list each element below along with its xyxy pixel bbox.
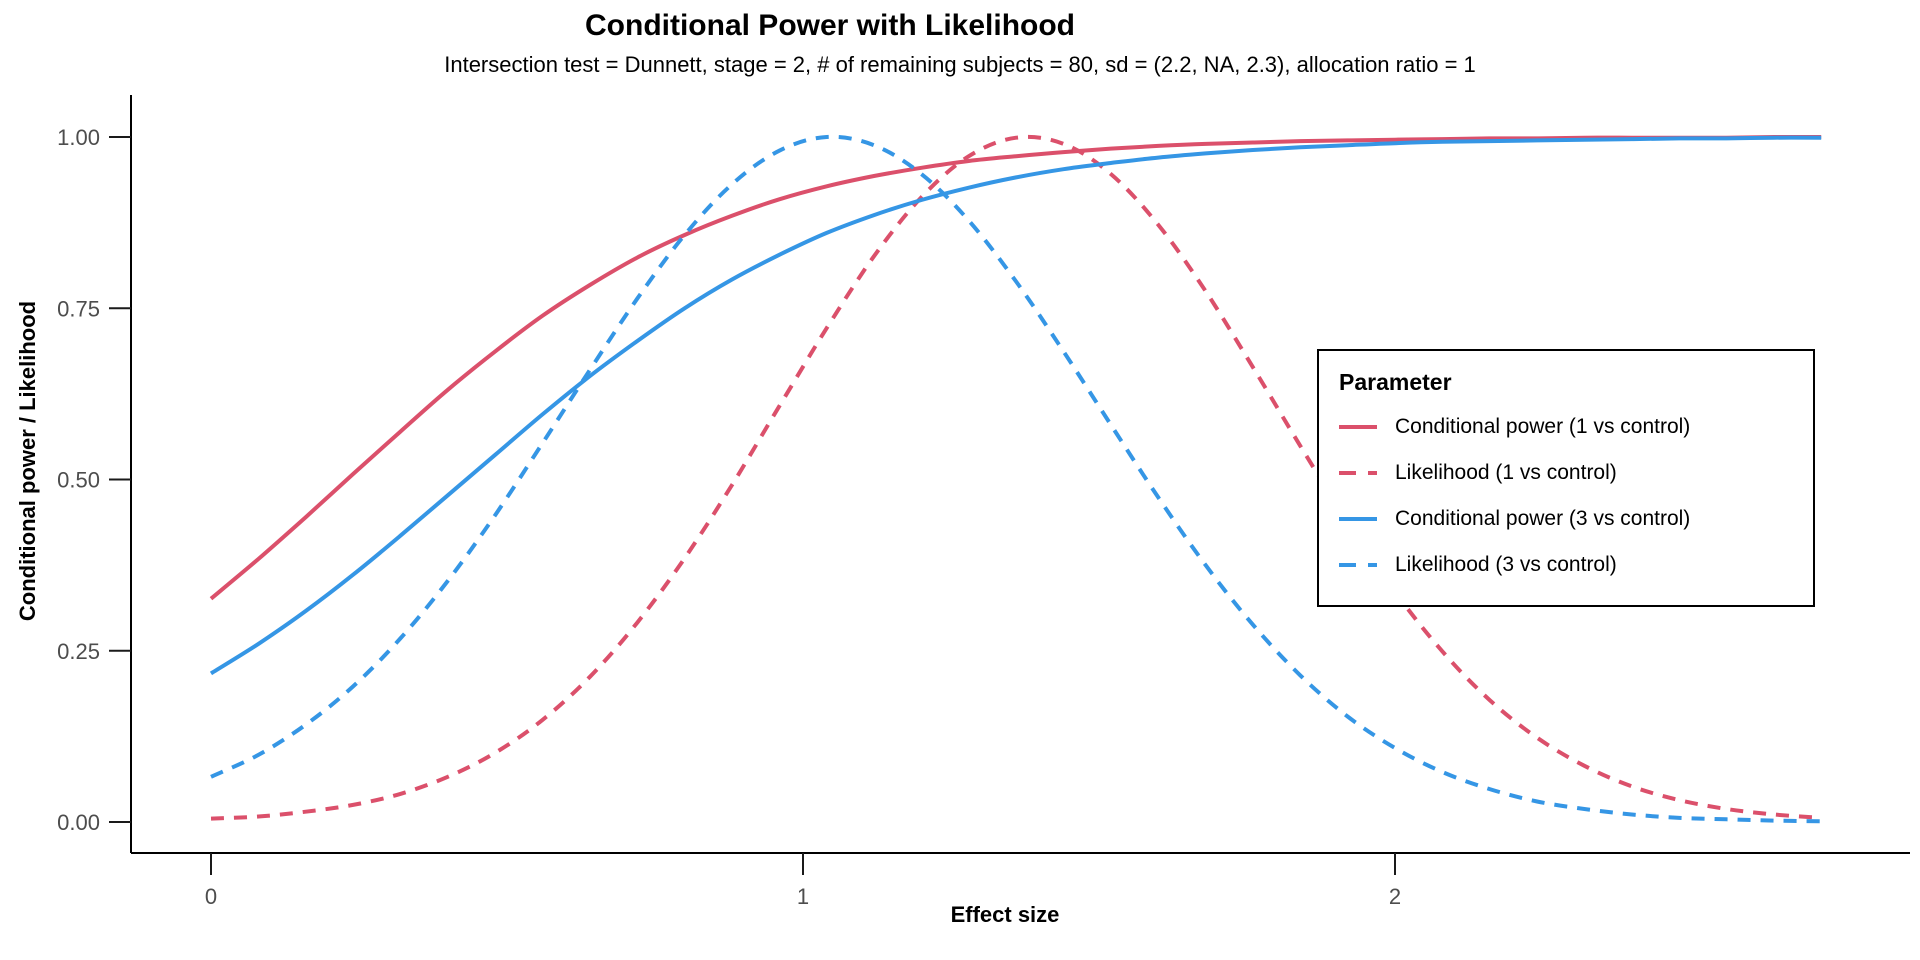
legend-item-label: Conditional power (1 vs control)	[1395, 415, 1691, 438]
series-line-3	[209, 135, 1822, 676]
legend-items: Conditional power (1 vs control) Likeliho…	[1339, 404, 1813, 588]
legend-item: Conditional power (1 vs control)	[1339, 404, 1813, 450]
x-axis-title: Effect size	[950, 902, 1060, 927]
solid-line-key-icon	[1339, 425, 1377, 429]
dashed-line-key-icon	[1339, 471, 1377, 475]
x-tick-label: 1	[797, 884, 809, 909]
dashed-line-key-icon	[1339, 563, 1377, 567]
plot-title: Conditional Power with Likelihood	[585, 9, 1075, 42]
legend-item: Likelihood (3 vs control)	[1339, 542, 1813, 588]
y-axis-title: Conditional power / Likelihood	[15, 300, 40, 622]
y-tick-label: 0.25	[57, 639, 100, 664]
solid-line-key-icon	[1339, 517, 1377, 521]
legend-item: Likelihood (1 vs control)	[1339, 450, 1813, 496]
series-line-2	[210, 134, 1822, 821]
x-tick-label: 0	[205, 884, 217, 909]
legend-item-label: Likelihood (1 vs control)	[1395, 461, 1617, 484]
plot-subtitle: Intersection test = Dunnett, stage = 2, …	[444, 52, 1476, 77]
legend-title: Parameter	[1339, 369, 1452, 395]
y-tick-label: 0.50	[57, 468, 100, 493]
legend-item-label: Likelihood (3 vs control)	[1395, 553, 1617, 576]
x-tick-label: 2	[1389, 884, 1401, 909]
series-line-4	[210, 134, 1822, 824]
legend-item-label: Conditional power (3 vs control)	[1395, 507, 1691, 530]
y-tick-label: 0.75	[57, 296, 100, 321]
y-tick-label: 0.00	[57, 810, 100, 835]
legend-item: Conditional power (3 vs control)	[1339, 496, 1813, 542]
y-tick-label: 1.00	[57, 125, 100, 150]
legend: Parameter Conditional power (1 vs contro…	[1317, 349, 1815, 607]
